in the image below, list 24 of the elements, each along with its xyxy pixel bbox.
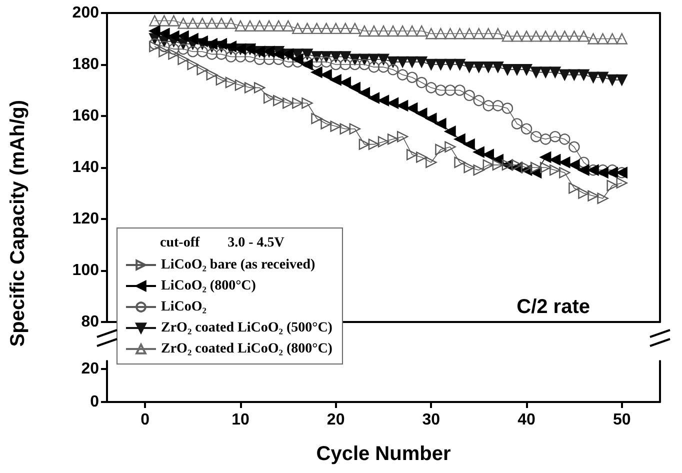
x-tick-label: 30 <box>422 412 440 428</box>
y-tick-label: 140 <box>72 159 100 176</box>
y-tick-label: 20 <box>81 360 100 378</box>
y-axis-title: Specific Capacity (mAh/g) <box>7 100 29 347</box>
legend-title: cut-off 3.0 - 4.5V <box>160 236 284 250</box>
legend-label: ZrO₂ coated LiCoO₂ (500°C) <box>161 320 333 336</box>
y-tick-label: 200 <box>72 4 100 22</box>
x-tick-label: 10 <box>232 412 250 428</box>
legend-label: ZrO₂ coated LiCoO₂ (800°C) <box>161 342 333 356</box>
y-tick-label: 120 <box>72 210 100 228</box>
legend-label: LiCoO₂ bare (as received) <box>161 258 316 272</box>
annotation: C/2 rate <box>516 296 590 318</box>
y-tick-label: 80 <box>81 314 100 330</box>
x-tick-label: 20 <box>326 412 345 428</box>
y-tick-label: 100 <box>72 262 100 279</box>
legend-label: LiCoO₂ <box>161 300 206 314</box>
x-tick-label: 50 <box>612 412 631 428</box>
x-tick-label: 40 <box>518 412 536 428</box>
x-axis-title: Cycle Number <box>316 443 451 465</box>
y-tick-label: 160 <box>72 108 100 124</box>
x-tick-label: 0 <box>140 412 150 428</box>
y-tick-label: 180 <box>72 56 100 73</box>
y-tick-label: 0 <box>90 394 100 410</box>
legend-label: LiCoO₂ (800°C) <box>161 278 256 294</box>
